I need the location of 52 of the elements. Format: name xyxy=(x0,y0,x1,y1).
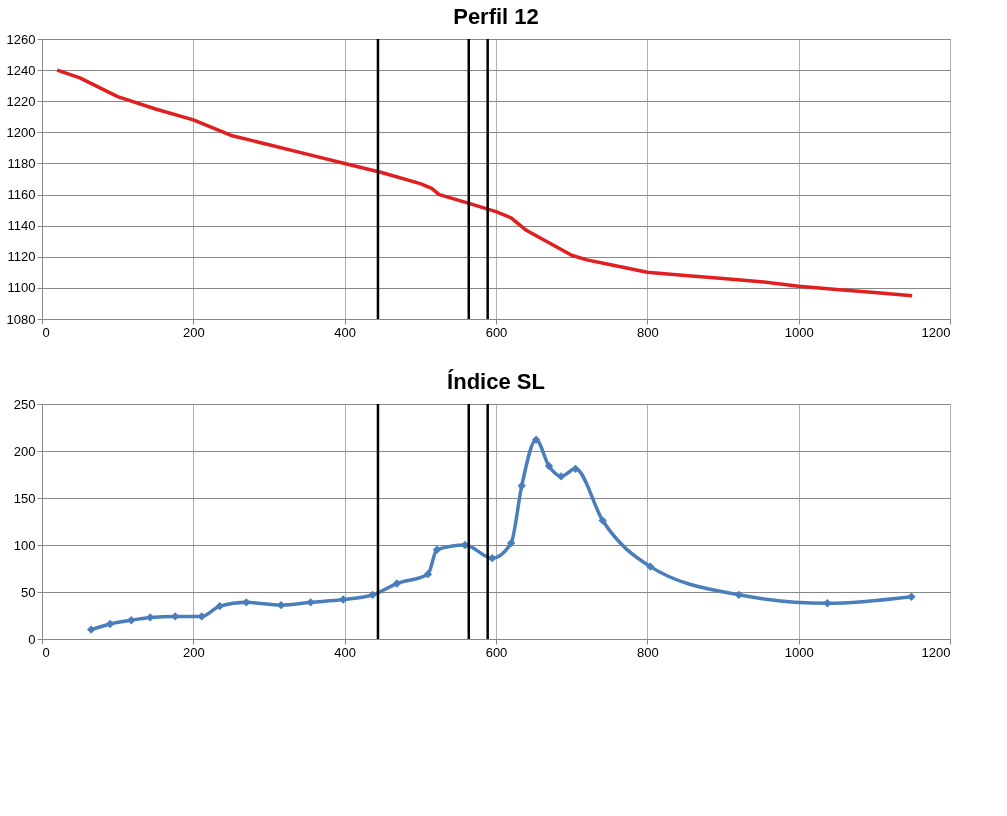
y-tick-label: 0 xyxy=(28,631,36,647)
x-tick-label: 0 xyxy=(42,644,50,660)
x-tick-label: 1000 xyxy=(784,644,814,660)
x-tick-label: 0 xyxy=(42,324,50,340)
y-tick-label: 50 xyxy=(21,584,36,600)
y-tick-label: 250 xyxy=(13,396,36,412)
chart-title: Perfil 12 xyxy=(453,4,539,29)
y-tick-label: 1100 xyxy=(7,280,36,296)
point xyxy=(368,590,377,599)
y-tick-label: 1080 xyxy=(6,311,36,327)
point xyxy=(531,435,541,444)
point xyxy=(556,472,566,481)
y-tick-label: 1120 xyxy=(7,249,36,265)
x-tick-label: 600 xyxy=(485,644,508,660)
y-tick-label: 1240 xyxy=(6,62,36,78)
x-tick-label: 200 xyxy=(182,324,205,340)
line-series xyxy=(55,68,914,298)
x-tick-label: 1200 xyxy=(921,324,951,340)
point xyxy=(598,516,607,525)
x-tick-label: 400 xyxy=(334,644,357,660)
point xyxy=(423,569,433,579)
point xyxy=(488,553,497,563)
point xyxy=(907,592,916,601)
y-tick-label: 1220 xyxy=(6,93,36,109)
x-tick-label: 800 xyxy=(636,644,659,660)
x-tick-label: 400 xyxy=(334,324,357,340)
point xyxy=(506,538,516,548)
x-tick-label: 1200 xyxy=(921,644,951,660)
point xyxy=(432,545,442,554)
point xyxy=(823,599,832,608)
point xyxy=(517,481,526,490)
point xyxy=(215,601,224,611)
point xyxy=(105,619,115,629)
point xyxy=(544,461,554,471)
y-tick-label: 100 xyxy=(13,537,36,553)
y-tick-label: 200 xyxy=(13,443,36,459)
y-tick-label: 1200 xyxy=(6,124,36,140)
y-tick-label: 1140 xyxy=(7,218,36,234)
y-tick-label: 1180 xyxy=(7,155,36,171)
point xyxy=(646,562,655,571)
y-tick-label: 150 xyxy=(13,490,36,506)
point xyxy=(127,616,136,625)
x-tick-label: 800 xyxy=(636,324,659,340)
y-tick-label: 1160 xyxy=(7,187,36,203)
x-tick-label: 1000 xyxy=(784,324,814,340)
x-tick-label: 600 xyxy=(485,324,508,340)
point xyxy=(87,625,96,634)
y-tick-label: 1260 xyxy=(6,31,36,47)
point xyxy=(571,464,580,474)
point xyxy=(392,579,402,588)
x-tick-label: 200 xyxy=(182,644,205,660)
chart-title: Índice SL xyxy=(447,369,545,394)
